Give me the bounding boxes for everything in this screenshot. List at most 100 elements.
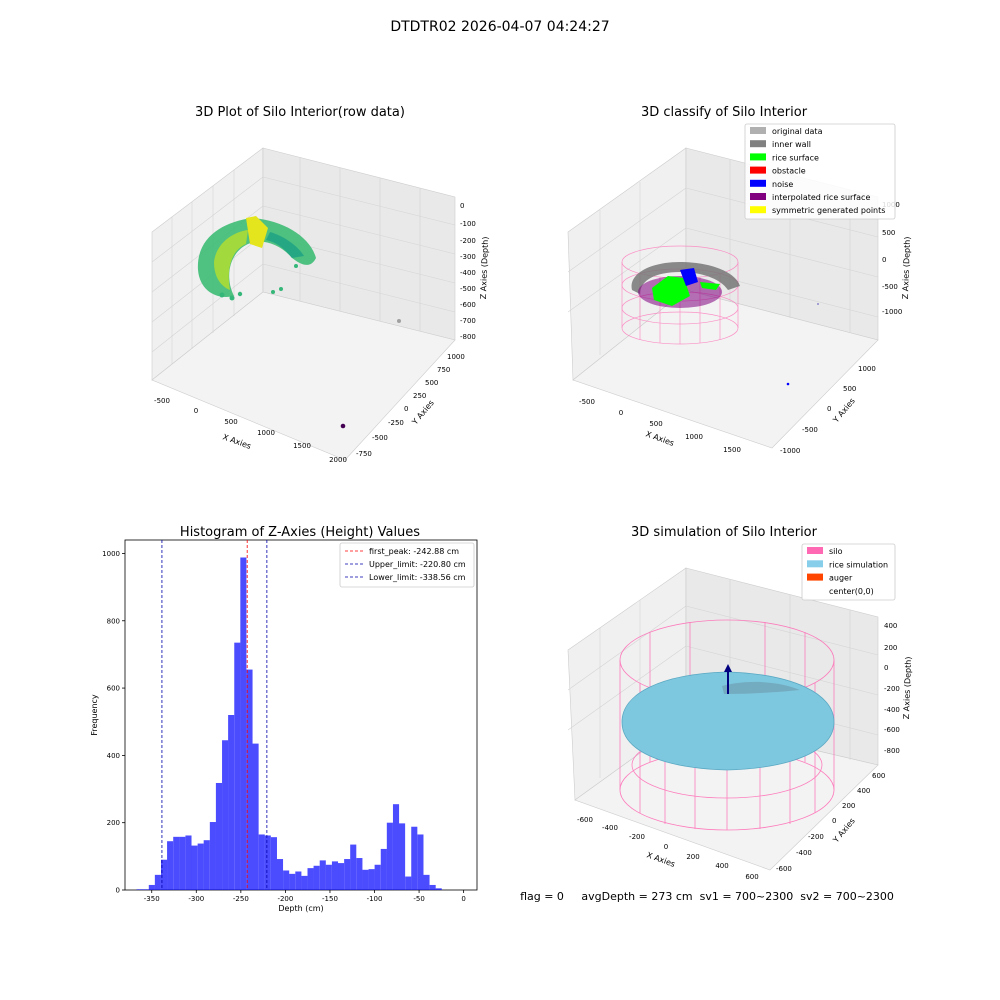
histogram-bar [307,868,314,890]
histogram-y-tick-label: 800 [107,617,120,625]
histogram-y-tick-label: 200 [107,819,120,827]
histogram-bar [386,822,393,890]
histogram-bar [185,835,192,890]
sim-x-ticks: -600 -400 -200 0 200 400 600 [577,816,759,881]
histogram-y-tick-label: 400 [107,752,120,760]
histogram-bar [228,715,235,890]
raw-z-tick: -700 [460,317,476,325]
histogram-bar [337,863,345,890]
classify-axes-panes [567,147,879,449]
histogram-bar [148,884,155,890]
histogram-x-ticks: -350 -300 -250 -200 -150 -100 -50 0 [144,890,466,903]
classify-x-tick: 0 [619,409,623,417]
histogram-bar [222,740,229,890]
histogram-bar [405,876,412,890]
status-line: flag = 0 avgDepth = 273 cm sv1 = 700~230… [520,890,894,903]
panel-raw-title: 3D Plot of Silo Interior(row data) [195,105,405,120]
histogram-x-label: Depth (cm) [278,904,323,913]
raw-z-tick: -100 [460,220,476,228]
raw-x-tick: 2000 [329,456,347,464]
sim-z-tick: -800 [884,747,900,755]
raw-x-label: X Axies [221,432,252,451]
raw-point-cloud [197,216,401,429]
sim-y-tick: 400 [857,787,870,795]
histogram-bar [368,869,375,890]
sim-legend-swatch [807,573,823,581]
classify-y-tick: 0 [827,405,831,413]
raw-z-ticks: 0 -100 -200 -300 -400 -500 -600 -700 -80… [460,202,476,341]
sim-legend-label: center(0,0) [829,587,874,596]
sim-z-ticks: 400 200 0 -200 -400 -600 -800 [884,622,900,755]
histogram-y-label: Frequency [90,694,99,736]
classify-x-tick: -500 [579,398,595,406]
panel-raw-data: 3D Plot of Silo Interior(row data) -500 … [151,105,490,464]
histogram-bar [399,823,406,890]
figure-suptitle: DTDTR02 2026-04-07 04:24:27 [390,19,609,35]
histogram-bar [264,835,271,890]
raw-z-tick: -200 [460,237,476,245]
histogram-legend-frame [339,542,475,588]
histogram-legend: first_peak: -242.88 cm Upper_limit: -220.… [339,542,475,588]
histogram-bar [435,888,442,890]
histogram-y-tick-label: 1000 [102,550,120,558]
sim-legend-frame [801,543,896,601]
classify-legend-swatch [750,127,766,134]
raw-y-tick: 500 [425,379,438,387]
panel-histogram: Histogram of Z-Axies (Height) Values -35… [90,525,478,913]
histogram-x-tick-label: -300 [188,895,204,903]
histogram-bar [392,804,400,890]
histogram-bar [179,836,186,890]
sim-z-tick: 200 [884,644,897,652]
classify-legend-label: interpolated rice surface [772,193,870,202]
histogram-x-tick-label: -150 [322,895,338,903]
sim-legend: silo rice simulation auger center(0,0) [801,543,896,601]
histogram-bar [276,859,284,890]
sim-y-tick: 600 [872,772,885,780]
sim-x-tick: 200 [686,853,699,861]
raw-y-tick: -750 [356,450,372,458]
histogram-bar [429,884,436,890]
sim-z-tick: -600 [884,726,900,734]
sim-legend-swatch [807,586,823,594]
histogram-bar [331,861,339,890]
classify-point-cloud [631,262,819,386]
histogram-bar [283,870,290,890]
raw-y-ticks: -750 -500 -250 0 250 500 750 1000 [356,353,465,458]
panel-simulation: 3D simulation of Silo Interior [567,525,913,881]
sim-legend-swatch [807,547,823,554]
classify-legend-label: original data [772,127,823,136]
histogram-y-tick-label: 0 [116,887,120,895]
histogram-bar [215,782,223,890]
sim-auger [724,664,732,694]
histogram-y-tick-label: 600 [107,685,120,693]
sim-y-tick: 200 [842,802,855,810]
raw-x-tick: -500 [154,397,170,405]
sim-x-tick: 600 [745,873,758,881]
raw-y-tick: 750 [437,366,450,374]
histogram-legend-items: first_peak: -242.88 cm Upper_limit: -220.… [345,547,466,582]
histogram-bar [136,889,143,890]
classify-legend-swatch [750,140,766,148]
raw-y-tick: 0 [404,405,408,413]
classify-legend-swatch [750,193,766,200]
classify-legend-label: noise [772,180,793,189]
classify-z-tick: 0 [882,256,886,264]
histogram-bar [161,859,168,890]
histogram-bar [319,860,326,890]
histogram-bars [136,557,442,890]
histogram-bar [350,844,357,890]
classify-legend-frame [744,123,896,220]
sim-y-tick: 0 [832,817,836,825]
classify-z-tick: -500 [882,283,898,291]
classify-legend-swatch [750,206,766,214]
sim-z-tick: 400 [884,622,897,630]
panel-classify-title: 3D classify of Silo Interior [641,105,808,120]
classify-x-tick: 1000 [685,433,703,441]
classify-legend-label: rice surface [772,153,819,162]
classify-legend-items: original data inner wall rice surface obsta… [750,127,885,215]
histogram-bar [234,642,241,890]
sim-legend-items: silo rice simulation auger center(0,0) [807,547,888,596]
histogram-bar [270,837,277,890]
histogram-bar [252,743,259,890]
